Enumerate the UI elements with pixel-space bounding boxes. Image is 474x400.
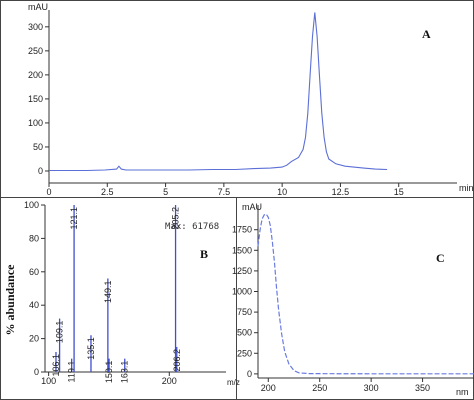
- peak-label: 135.1: [86, 337, 96, 360]
- chart-a: mAU min A 0 2.5 5 7.5 10 12.5 1505010015020025…: [28, 2, 474, 197]
- y-tick-label: 750: [237, 307, 252, 317]
- y-tick-label: 300: [28, 22, 43, 32]
- chart-a-ylabel: mAU: [28, 2, 48, 12]
- x-tick-label: 100: [41, 376, 56, 386]
- peak-label: 119.1: [67, 361, 77, 383]
- y-tick-label: 200: [28, 70, 43, 80]
- chart-a-xlabel: min: [459, 183, 474, 193]
- chart-b-ylabel: % abundance: [3, 264, 17, 336]
- peak-label: 106.1: [51, 354, 61, 377]
- y-tick-label: 100: [24, 200, 39, 210]
- y-tick-label: 500: [237, 328, 252, 338]
- x-tick-label: 5: [163, 187, 168, 197]
- chromatogram-line: [49, 12, 388, 172]
- peak-label: 109.1: [55, 321, 65, 344]
- peak-label: 121.1: [69, 207, 79, 230]
- y-tick-label: 1250: [232, 266, 252, 276]
- x-tick-label: 350: [415, 383, 430, 393]
- peak-label: 150.1: [104, 361, 114, 384]
- chart-c-ylabel: mAU: [242, 202, 262, 212]
- y-tick-label: 150: [28, 94, 43, 104]
- x-tick-label: 12.5: [332, 187, 350, 197]
- x-tick-label: 200: [162, 376, 177, 386]
- x-tick-label: 15: [394, 187, 404, 197]
- y-tick-label: 20: [29, 334, 39, 344]
- y-tick-label: 250: [237, 348, 252, 358]
- y-tick-label: 1500: [232, 245, 252, 255]
- peak-label: 163.1: [120, 361, 130, 384]
- x-tick-label: 300: [364, 383, 379, 393]
- y-tick-label: 1000: [232, 287, 252, 297]
- x-tick-label: 10: [277, 187, 287, 197]
- chart-c: mAU nm C 200 250 300 350 0 250 500 750 1000 1250 1…: [232, 202, 474, 397]
- x-tick-label: 200: [261, 383, 276, 393]
- y-tick-label: 40: [29, 300, 39, 310]
- y-tick-label: 250: [28, 46, 43, 56]
- y-tick-label: 0: [38, 166, 43, 176]
- x-tick-label: 2.5: [101, 187, 114, 197]
- chart-b-panel-letter: B: [200, 247, 208, 261]
- chart-c-xlabel: nm: [456, 387, 469, 397]
- y-tick-label: 60: [29, 267, 39, 277]
- y-tick-label: 0: [247, 369, 252, 379]
- chart-b: % abundance m/z Max: 61768 B 100 200 0 20 40…: [3, 200, 240, 387]
- y-tick-label: 0: [34, 367, 39, 377]
- x-tick-label: 250: [312, 383, 327, 393]
- peak-label: 206.2: [172, 349, 182, 372]
- y-tick-label: 1750: [232, 225, 252, 235]
- chart-c-panel-letter: C: [436, 251, 445, 265]
- peak-label: 205.2: [171, 207, 181, 230]
- y-tick-label: 100: [28, 118, 43, 128]
- x-tick-label: 7.5: [218, 187, 231, 197]
- y-tick-label: 80: [29, 233, 39, 243]
- peak-label: 149.1: [103, 280, 113, 303]
- chart-b-xlabel: m/z: [227, 378, 240, 387]
- uv-spectrum-line: [257, 213, 474, 375]
- chart-a-panel-letter: A: [422, 27, 431, 41]
- x-tick-label: 0: [46, 187, 51, 197]
- chart-b-max-annotation: Max: 61768: [165, 222, 219, 232]
- y-tick-label: 50: [33, 142, 43, 152]
